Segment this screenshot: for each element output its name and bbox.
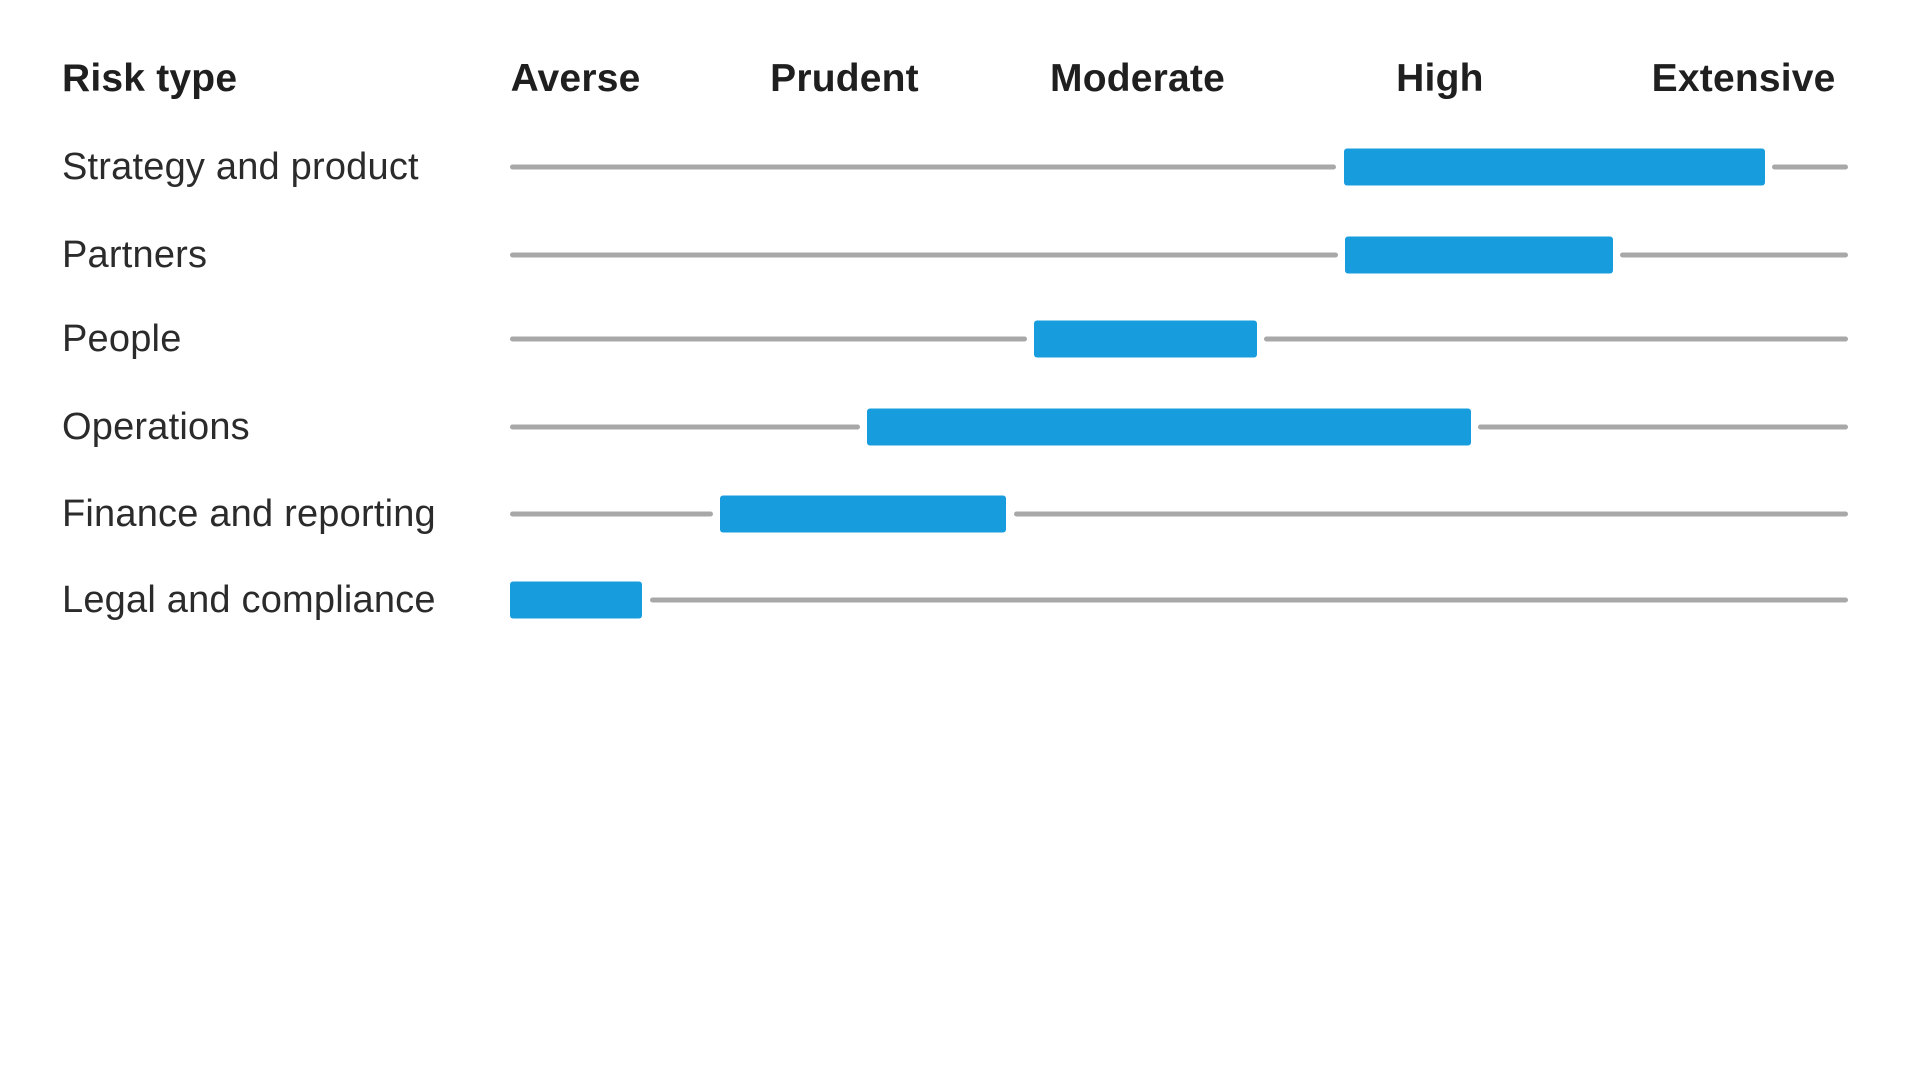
risk-row: People xyxy=(0,315,1920,363)
risk-range-bar xyxy=(510,581,643,619)
track-line-right xyxy=(1619,252,1848,258)
track-line-right xyxy=(649,597,1848,603)
row-track xyxy=(510,576,1848,624)
scale-header-extensive: Extensive xyxy=(1651,57,1836,100)
track-line-left xyxy=(510,336,1028,342)
risk-row: Partners xyxy=(0,231,1920,279)
row-track xyxy=(510,403,1848,451)
track-line-right xyxy=(1013,511,1848,517)
scale-header-moderate: Moderate xyxy=(1050,57,1225,100)
risk-range-bar xyxy=(720,495,1007,533)
track-line-left xyxy=(510,164,1337,170)
row-track xyxy=(510,315,1848,363)
row-label: Legal and compliance xyxy=(62,579,436,621)
risk-row: Strategy and product xyxy=(0,143,1920,191)
scale-header-high: High xyxy=(1396,57,1484,100)
risk-type-header: Risk type xyxy=(62,57,238,100)
track-line-left xyxy=(510,511,713,517)
chart-header-row: Risk type Averse Prudent Moderate High Exten… xyxy=(0,56,1920,102)
risk-range-bar xyxy=(1034,320,1257,358)
risk-row: Finance and reporting xyxy=(0,490,1920,538)
row-track xyxy=(510,490,1848,538)
scale-headers: Averse Prudent Moderate High Extensive xyxy=(510,56,1848,102)
scale-header-averse: Averse xyxy=(510,57,641,100)
track-line-right xyxy=(1478,424,1848,430)
track-line-right xyxy=(1263,336,1848,342)
risk-row: Operations xyxy=(0,403,1920,451)
row-label: People xyxy=(62,318,182,360)
track-line-right xyxy=(1772,164,1848,170)
risk-row: Legal and compliance xyxy=(0,576,1920,624)
risk-range-bar xyxy=(1343,148,1766,186)
row-label: Operations xyxy=(62,406,250,448)
risk-range-bar xyxy=(1344,236,1613,274)
track-line-left xyxy=(510,252,1338,258)
row-track xyxy=(510,231,1848,279)
row-label: Strategy and product xyxy=(62,146,419,188)
risk-range-bar xyxy=(867,408,1471,446)
row-track xyxy=(510,143,1848,191)
track-line-left xyxy=(510,424,860,430)
row-label: Finance and reporting xyxy=(62,493,436,535)
scale-header-prudent: Prudent xyxy=(770,57,919,100)
row-label: Partners xyxy=(62,234,208,276)
